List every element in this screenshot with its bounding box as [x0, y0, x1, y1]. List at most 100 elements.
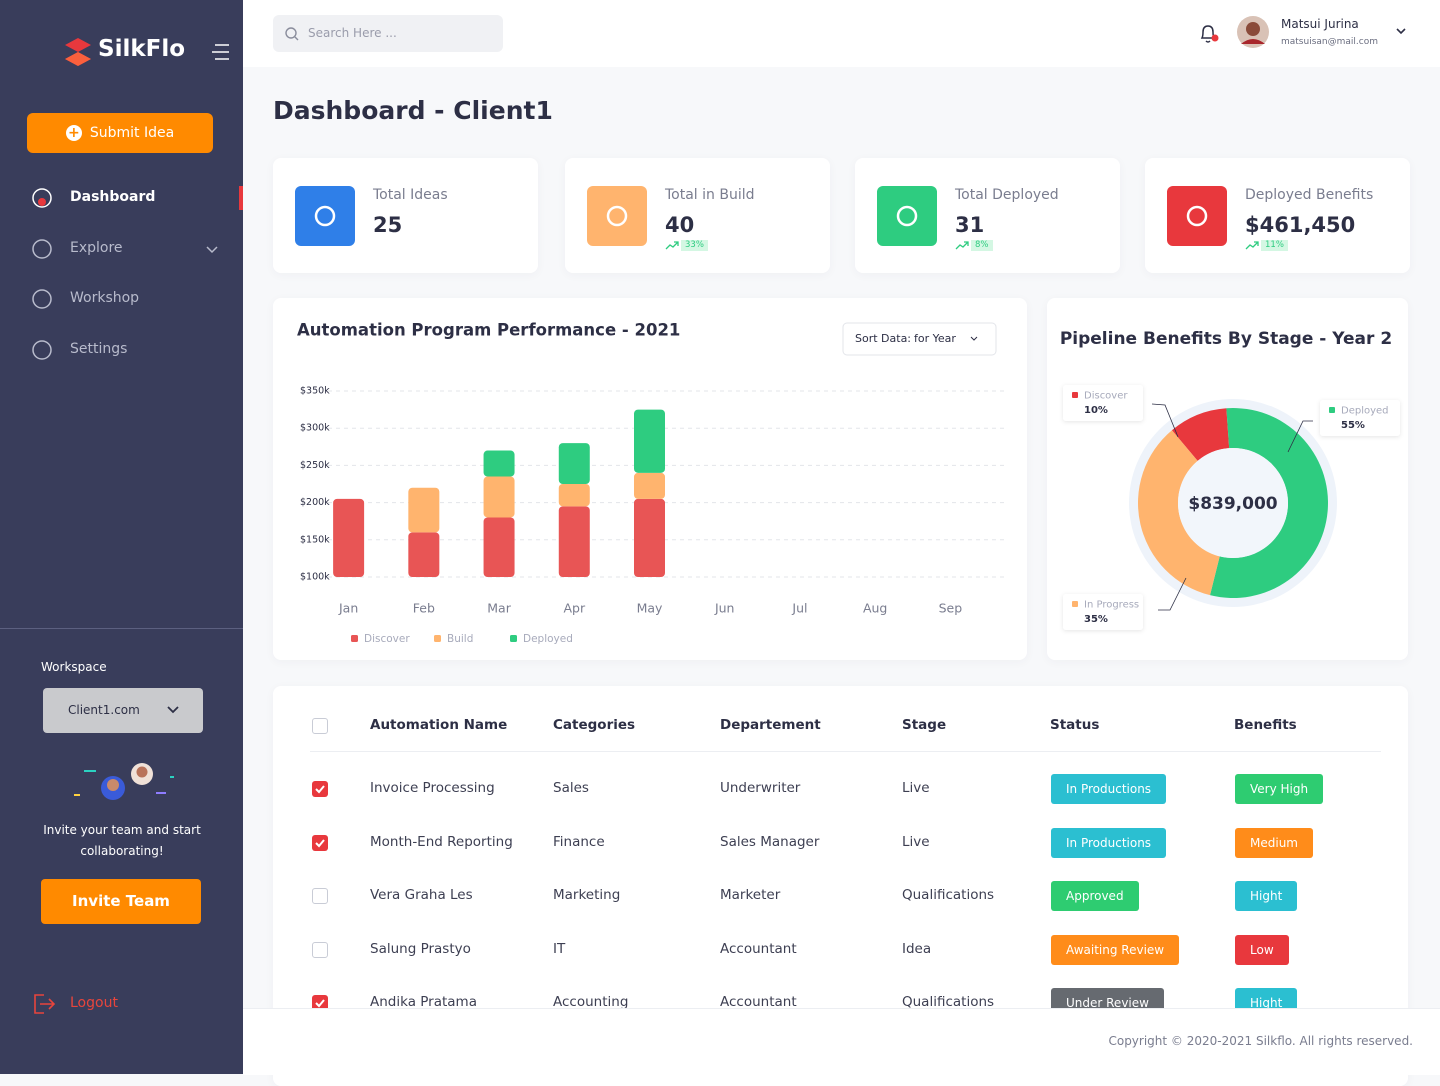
nav-icon-dot [38, 198, 46, 206]
y-tick-label: $250k [300, 460, 330, 471]
legend-swatch [351, 635, 358, 642]
column-header: Status [1050, 717, 1100, 733]
donut-slice [1138, 430, 1220, 596]
x-tick-label: Jun [714, 601, 735, 616]
trend-icon [955, 241, 969, 250]
checkbox[interactable] [312, 834, 328, 851]
checkbox[interactable] [312, 941, 328, 958]
check-path [315, 785, 325, 794]
callout-swatch [1072, 392, 1078, 398]
footer: Copyright © 2020-2021 Silkflo. All right… [243, 1008, 1440, 1075]
submit-idea-button[interactable]: + Submit Idea [27, 113, 213, 153]
nav-icon [32, 289, 52, 309]
checkbox[interactable] [312, 718, 328, 734]
trend-path [1245, 241, 1259, 250]
stat-change: 8% [971, 240, 993, 251]
stat-card: Deployed Benefits $461,450 11% [1145, 158, 1410, 273]
nav-icon-shape [32, 289, 52, 309]
cell-text: Sales [553, 780, 589, 796]
bar-segment [558, 484, 590, 507]
cell-text: Qualifications [902, 994, 995, 1010]
callout-name: Discover [1084, 391, 1128, 402]
sort-chevron [970, 336, 978, 341]
column-header: Departement [720, 717, 821, 733]
nav-item[interactable]: Explore [70, 239, 123, 256]
checkbox[interactable] [312, 781, 328, 797]
sort-box[interactable] [842, 322, 997, 356]
trend-icon [665, 241, 679, 250]
nav-icon [32, 339, 52, 360]
cell-text: Idea [902, 940, 932, 957]
check-mark [315, 838, 325, 847]
user-menu-chevron[interactable] [1395, 27, 1407, 37]
x-tick-label: Feb [413, 601, 435, 616]
checkbox[interactable] [312, 995, 328, 1011]
column-header: Automation Name [370, 717, 508, 733]
stat-label: Total in Build [665, 187, 755, 203]
cell-text: Salung Prastyo [370, 940, 471, 957]
page-title: Dashboard - Client1 [273, 96, 553, 125]
check-mark [315, 999, 325, 1008]
callout-box [1063, 385, 1143, 421]
search-box[interactable]: Search Here ... [273, 15, 503, 52]
cell-text: Accountant [720, 994, 797, 1010]
stat-icon [587, 186, 647, 246]
user-avatar[interactable] [1237, 16, 1269, 48]
donut-slice [1210, 408, 1328, 598]
callout-name: In Progress [1084, 600, 1139, 611]
sort-value: for Year [914, 332, 956, 345]
nav-icon-shape [32, 238, 52, 259]
notification-bell[interactable] [1197, 22, 1221, 46]
cell-text: Month-End Reporting [370, 833, 513, 850]
stat-value: 40 [665, 213, 695, 237]
trend-path [665, 241, 679, 250]
chevron-path [206, 245, 218, 253]
donut-chart: Pipeline Benefits By Stage - Year 2 $839,… [1060, 329, 1400, 630]
x-tick-label: Aug [863, 601, 887, 616]
glyph [314, 205, 336, 227]
legend-label: Deployed [523, 633, 573, 645]
bar-segment [333, 498, 365, 577]
glyph [1186, 205, 1208, 227]
bar-segment [483, 517, 515, 577]
workspace-select[interactable]: Client1.com [43, 688, 203, 733]
callout-box [1320, 400, 1400, 436]
callout-value: 55% [1341, 420, 1365, 431]
trend-path [955, 241, 969, 250]
cell-text: IT [553, 940, 566, 957]
invite-text: Invite your team and start collaborating… [43, 823, 201, 858]
bar-segment [634, 472, 665, 499]
team-illustration [74, 763, 174, 800]
nav-item[interactable]: Settings [70, 340, 128, 357]
chart-title: Automation Program Performance - 2021 [297, 321, 680, 340]
bar-segment [483, 476, 515, 518]
nav-item[interactable]: Dashboard [70, 189, 156, 205]
logout[interactable]: Logout [70, 995, 118, 1011]
cell-text: Qualifications [902, 887, 995, 903]
status-badge: Awaiting Review [1051, 934, 1180, 965]
invite-team-button[interactable]: Invite Team [41, 879, 201, 924]
legend-label: Discover [364, 633, 410, 645]
leader-line [1287, 420, 1313, 453]
nav-icon-shape [32, 188, 52, 208]
bar-chart-card: Automation Program Performance - 2021 Sor… [273, 298, 1027, 660]
bar-segment [408, 487, 440, 533]
stat-icon [877, 186, 937, 246]
checkbox[interactable] [312, 888, 328, 904]
nav-active-indicator [239, 186, 243, 210]
status-badge: Approved [1051, 881, 1139, 911]
menu-toggle[interactable] [211, 43, 231, 61]
divider [0, 628, 243, 629]
callout-value: 10% [1084, 405, 1108, 416]
column-header: Stage [902, 717, 947, 733]
benefit-badge: Medium [1235, 827, 1313, 858]
nav-item[interactable]: Workshop [70, 290, 140, 306]
donut-chart-card: Pipeline Benefits By Stage - Year 2 $839,… [1047, 298, 1408, 660]
x-tick-label: Apr [563, 601, 585, 616]
donut-center [1178, 448, 1288, 558]
y-tick-label: $200k [300, 497, 330, 508]
x-tick-label: May [637, 601, 663, 616]
cell-text: Accounting [553, 994, 629, 1010]
check-path [315, 999, 325, 1008]
